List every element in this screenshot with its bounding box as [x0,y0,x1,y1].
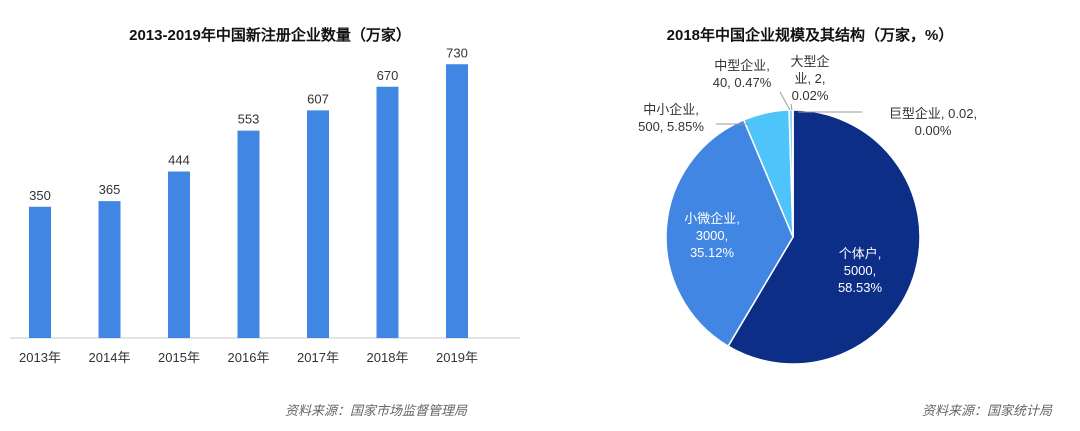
bar-data-label: 350 [29,188,51,203]
pie-slice [665,118,794,348]
x-tick-label: 2013年 [19,350,61,365]
pie-leader-line [779,91,791,111]
pie-chart: 个体户, 5000, 58.53% 小微企业, 3000, 35.12% 中小企业, 500,… [638,54,977,365]
bar-data-label: 730 [446,45,468,60]
bar-chart-source: 资料来源：国家市场监督管理局 [285,403,468,418]
bar [446,64,468,338]
x-tick-label: 2015年 [158,350,200,365]
x-tick-label: 2019年 [436,350,478,365]
bar [29,206,51,338]
bar-data-label: 365 [99,182,121,197]
pie-slice-label: 个体户, 5000, 58.53% [838,246,883,295]
x-tick-label: 2017年 [297,350,339,365]
pie-leader-line [790,103,793,111]
pie-slice-label: 大型企业, 2, 0.02% [790,54,829,103]
bar [376,86,399,338]
pie-slice-label: 中小企业, 500, 5.85% [638,102,704,134]
bar-chart-panel: 2013-2019年中国新注册企业数量（万家） 350 2013年 365 2014年… [10,27,520,418]
x-tick-label: 2014年 [89,350,131,365]
pie-slice-label: 中型企业, 40, 0.47% [713,58,772,90]
bar-chart: 350 2013年 365 2014年 444 2015年 553 2016年 607 2017年… [10,45,520,365]
bar-chart-title: 2013-2019年中国新注册企业数量（万家） [129,27,411,44]
pie-chart-source: 资料来源：国家统计局 [921,403,1052,418]
pie-chart-title: 2018年中国企业规模及其结构（万家，%） [666,27,954,44]
pie-chart-panel: 2018年中国企业规模及其结构（万家，%） 个体户, 5000, 58.53% 小微企… [540,0,1080,431]
x-tick-label: 2016年 [228,350,270,365]
x-tick-label: 2018年 [367,350,409,365]
pie-slice-label: 巨型企业, 0.02, 0.00% [889,106,977,138]
bar [237,130,260,338]
bar [168,171,190,338]
pie-slice [727,109,921,365]
bar-data-label: 444 [168,153,190,168]
bar [307,110,329,338]
bar [98,201,121,338]
bar-data-label: 553 [238,112,260,127]
bar-data-label: 670 [377,68,399,83]
pie-slice-label: 小微企业, 3000, 35.12% [684,211,740,260]
bar-data-label: 607 [307,91,329,106]
